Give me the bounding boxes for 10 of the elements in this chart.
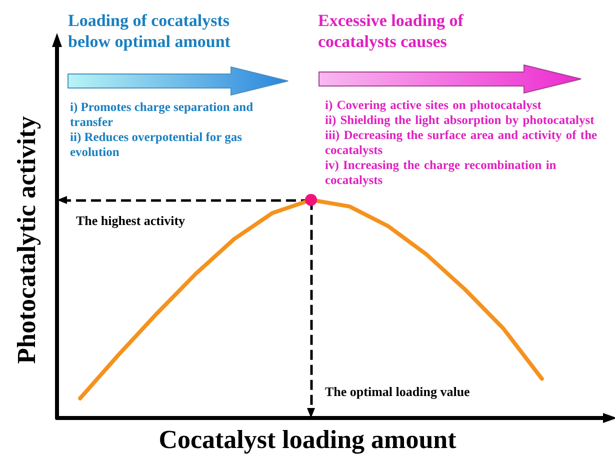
text: ii) Reduces overpotential for gas evolution	[70, 130, 243, 160]
annotation: The optimal loading value	[325, 384, 470, 400]
x-axis-title: Cocatalyst loading amount	[158, 425, 458, 455]
text: ii) Shielding the light absorption by photocatalyst	[325, 113, 596, 128]
text: Loading of cocatalysts below optimal amount	[68, 10, 232, 52]
text: Excessive loading of cocatalysts causes	[318, 10, 465, 52]
text: i) Covering active sites on photocatalyst	[325, 98, 542, 113]
ref-line-label: The highest activity	[76, 213, 186, 229]
text: iv) Increasing the charge recombination in cocatalysts	[325, 158, 558, 188]
y-axis-title: Photocatalytic activity	[12, 116, 42, 364]
